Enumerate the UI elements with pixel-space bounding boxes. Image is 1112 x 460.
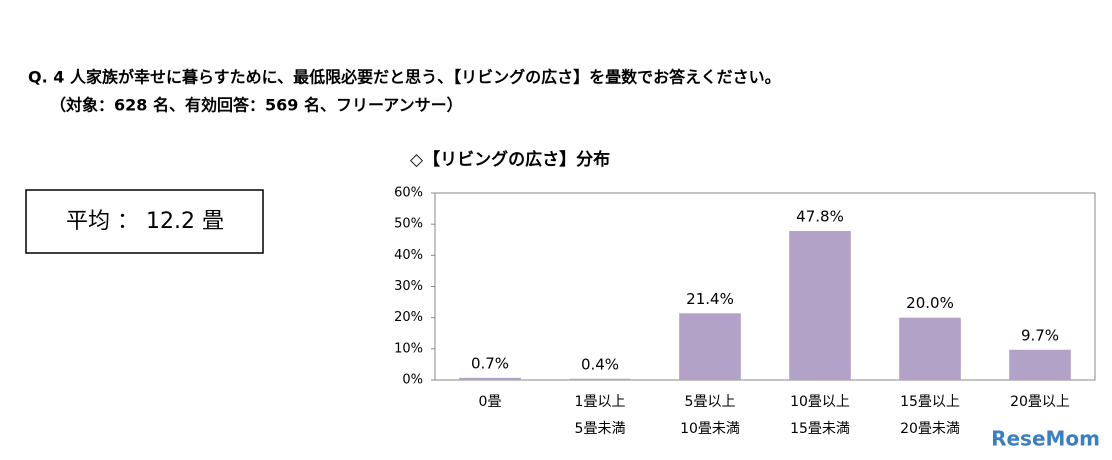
value-label: 0.4% xyxy=(581,355,619,373)
average: 平均 ： 12.2 畳 xyxy=(66,209,224,234)
y-tick-label: 20% xyxy=(394,310,423,325)
watermark: ReseMom xyxy=(991,427,1100,451)
y-tick-label: 10% xyxy=(394,341,423,356)
x-tick-label: 15畳以上 20畳未満 xyxy=(900,394,960,437)
bar xyxy=(789,231,851,380)
x-tick-label: 5畳以上 10畳未満 xyxy=(680,394,740,437)
x-tick-label: 10畳以上 15畳未満 xyxy=(790,394,850,437)
value-label: 20.0% xyxy=(906,294,954,312)
y-tick-label: 60% xyxy=(394,186,423,201)
value-label: 47.8% xyxy=(796,208,844,226)
y-tick-label: 40% xyxy=(394,248,423,263)
bar xyxy=(459,377,521,380)
value-label: 21.4% xyxy=(686,290,734,308)
subtitle: （対象：628 名、有効回答：569 名、フリーアンサー） xyxy=(50,96,463,115)
y-tick-label: 50% xyxy=(394,217,423,232)
question: Q. 4 人家族が幸せに暮らすために、最低限必要だと思う、【リビングの広さ】を畳… xyxy=(28,68,781,87)
chart-title: ◇【リビングの広さ】分布 xyxy=(410,149,610,170)
x-tick-label: 20畳以上 xyxy=(1010,394,1070,410)
bar xyxy=(569,378,631,380)
y-tick-label: 0% xyxy=(402,373,423,388)
x-tick-label: 0畳 xyxy=(479,394,502,410)
value-label: 9.7% xyxy=(1021,326,1059,344)
plot-area xyxy=(434,192,1096,381)
average-box xyxy=(25,189,264,254)
bar xyxy=(1009,349,1071,380)
value-label: 0.7% xyxy=(471,354,509,372)
bar xyxy=(679,313,741,380)
x-tick-label: 1畳以上 5畳未満 xyxy=(575,394,626,437)
bar xyxy=(899,317,961,380)
y-tick-label: 30% xyxy=(394,279,423,294)
